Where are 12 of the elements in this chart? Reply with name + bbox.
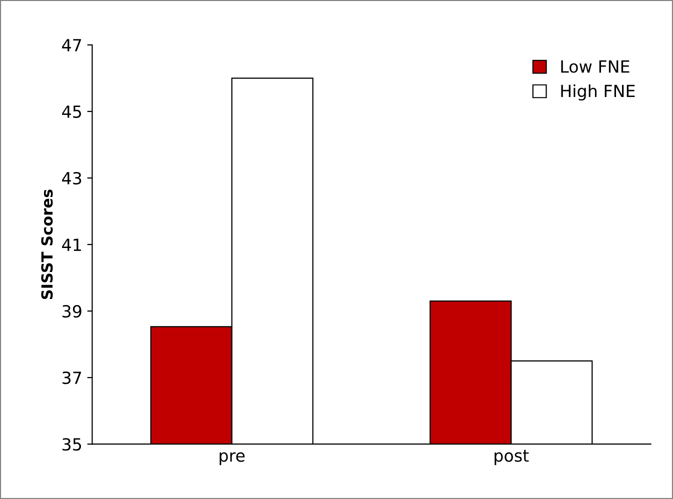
y-axis-title: SISST Scores <box>41 190 53 300</box>
x-tick-label: post <box>494 450 529 466</box>
y-tick-label: 45 <box>62 106 82 118</box>
y-tick-label: 37 <box>62 372 82 384</box>
legend-label: Low FNE <box>561 60 630 73</box>
x-tick-label: pre <box>220 452 245 466</box>
y-tick-label: 43 <box>62 172 82 185</box>
y-tick-label: 35 <box>62 438 82 451</box>
y-tick-label: 47 <box>62 39 82 52</box>
y-tick-label: 39 <box>62 305 82 318</box>
legend-label: High FNE <box>561 84 635 101</box>
y-tick-label: 41 <box>62 238 81 251</box>
